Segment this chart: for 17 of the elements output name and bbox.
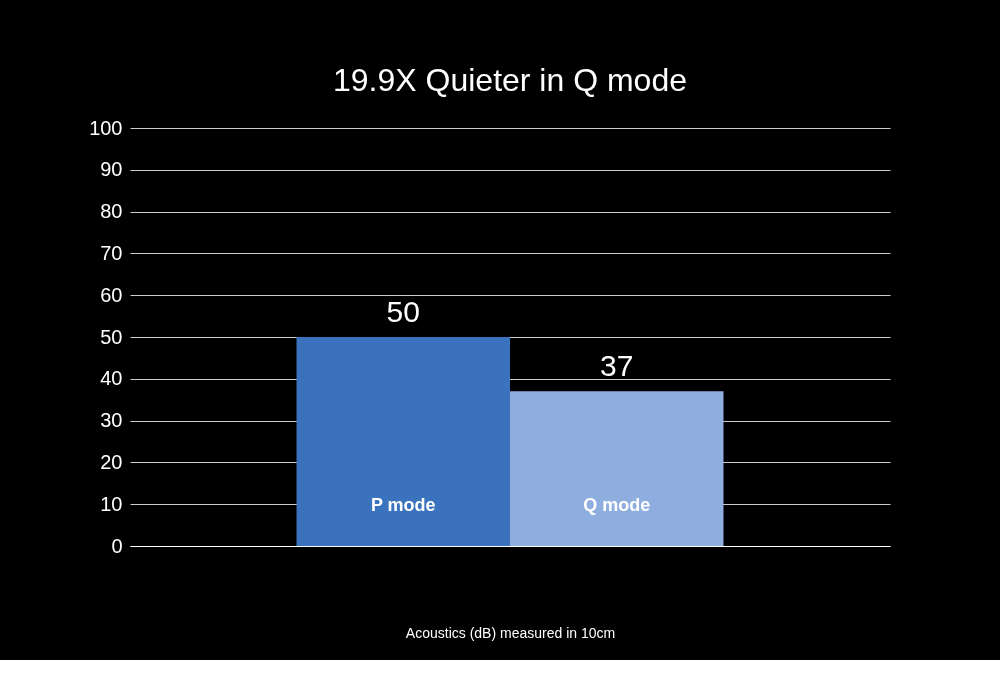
y-tick-label: 20 bbox=[100, 450, 123, 473]
y-tick-label: 40 bbox=[100, 367, 123, 390]
data-label: 37 bbox=[600, 349, 634, 383]
y-tick-label: 60 bbox=[100, 283, 123, 306]
x-axis-title: Acoustics (dB) measured in 10cm bbox=[405, 624, 616, 641]
data-label: 50 bbox=[386, 295, 420, 328]
y-tick-label: 0 bbox=[111, 534, 123, 557]
x-tick-label: Q mode bbox=[583, 495, 651, 515]
y-tick-label: 90 bbox=[100, 158, 123, 181]
y-tick-label: 70 bbox=[100, 241, 123, 264]
y-tick-label: 10 bbox=[100, 492, 123, 515]
x-tick-label: P mode bbox=[370, 495, 436, 515]
y-tick-label: 50 bbox=[100, 325, 123, 348]
y-tick-label: 80 bbox=[100, 200, 123, 223]
y-tick-label: 100 bbox=[89, 116, 123, 139]
y-tick-label: 30 bbox=[100, 409, 123, 432]
chart-title: 19.9X Quieter in Q mode bbox=[333, 62, 687, 98]
